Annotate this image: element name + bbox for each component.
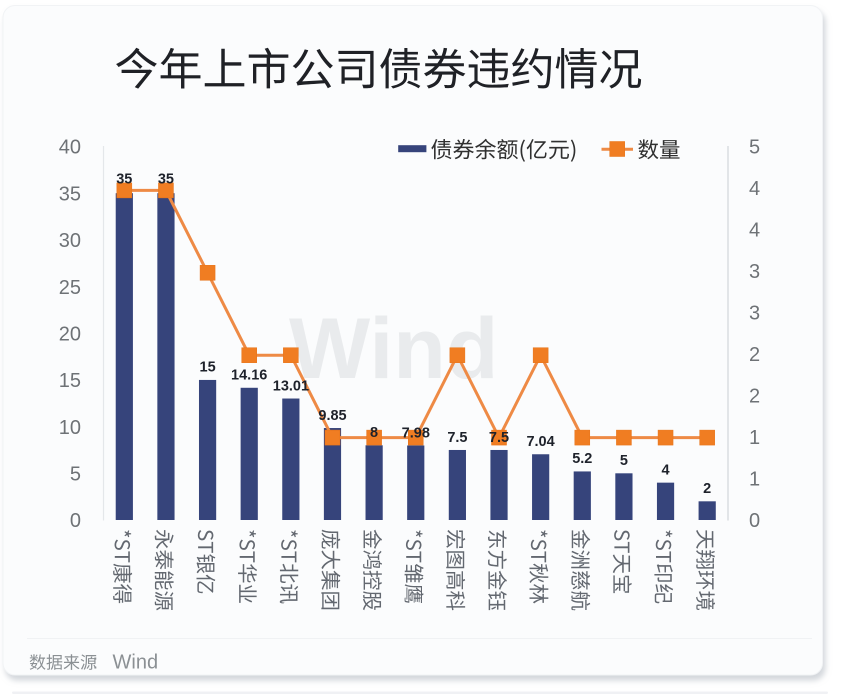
svg-text:Wind: Wind — [289, 301, 498, 397]
svg-text:9.85: 9.85 — [318, 408, 346, 424]
svg-text:7.98: 7.98 — [402, 425, 430, 441]
svg-text:4: 4 — [749, 220, 760, 242]
svg-text:5: 5 — [70, 464, 81, 486]
svg-text:35: 35 — [59, 183, 81, 205]
svg-text:4: 4 — [661, 462, 669, 478]
svg-text:0: 0 — [749, 510, 760, 532]
svg-text::: : — [93, 652, 99, 674]
svg-text:40: 40 — [59, 137, 81, 159]
svg-text:2: 2 — [749, 386, 760, 408]
svg-text:3: 3 — [749, 261, 760, 283]
svg-text:Wind: Wind — [113, 652, 159, 674]
svg-text:15: 15 — [59, 370, 81, 392]
svg-text:8: 8 — [370, 425, 378, 441]
svg-text:4: 4 — [749, 178, 760, 200]
svg-text:35: 35 — [158, 171, 174, 187]
svg-text:35: 35 — [116, 171, 132, 187]
svg-text:7.5: 7.5 — [447, 430, 467, 446]
svg-text:5: 5 — [749, 137, 760, 159]
svg-text:1: 1 — [749, 469, 760, 491]
svg-text:3: 3 — [749, 303, 760, 325]
svg-text:20: 20 — [59, 323, 81, 345]
svg-text:2: 2 — [703, 481, 711, 497]
svg-text:14.16: 14.16 — [231, 368, 267, 384]
svg-text:7.5: 7.5 — [489, 430, 509, 446]
svg-text:7.04: 7.04 — [526, 434, 554, 450]
svg-text:2: 2 — [749, 344, 760, 366]
svg-text:25: 25 — [59, 277, 81, 299]
svg-text:13.01: 13.01 — [273, 378, 309, 394]
svg-text:15: 15 — [200, 360, 216, 376]
svg-text:1: 1 — [749, 427, 760, 449]
svg-text:5: 5 — [620, 453, 628, 469]
svg-text:10: 10 — [59, 417, 81, 439]
svg-text:30: 30 — [59, 230, 81, 252]
svg-text:0: 0 — [70, 510, 81, 532]
svg-text:5.2: 5.2 — [572, 451, 592, 467]
